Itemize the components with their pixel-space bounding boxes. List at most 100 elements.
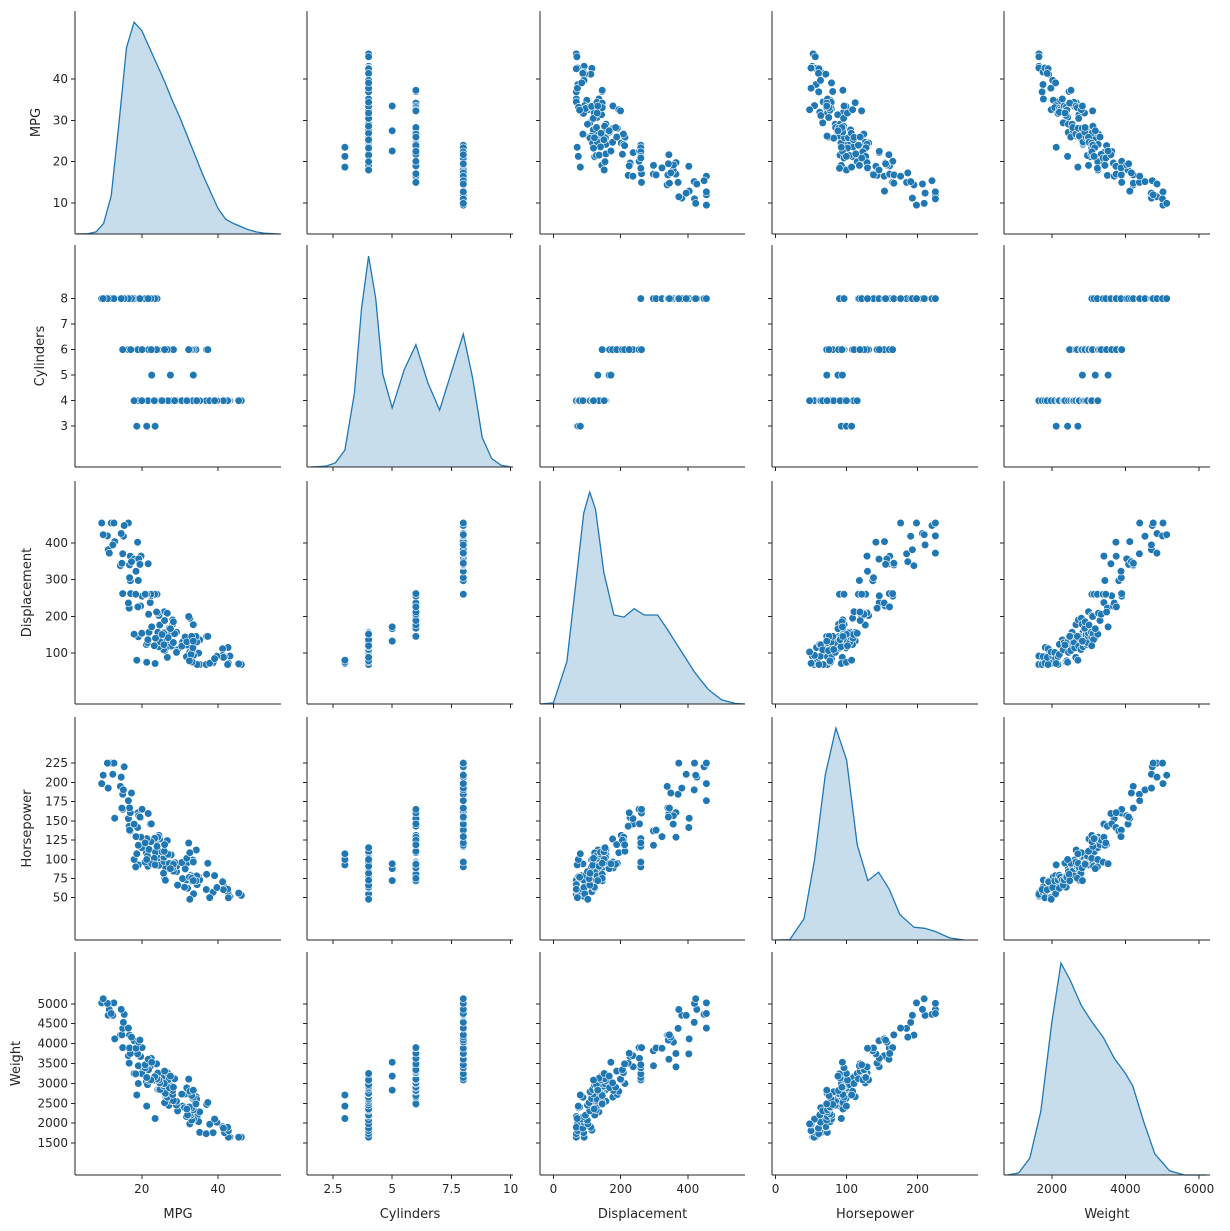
point-mpg-vs-cylinders-136 [388,146,397,156]
point-horsepower-vs-cylinders-134 [388,876,397,885]
point-horsepower-vs-weight-124 [1147,783,1156,793]
y-tick-label: 5 [60,368,68,382]
point-cylinders-vs-weight-97 [1117,345,1126,354]
point-horsepower-vs-displacement-132 [690,758,699,768]
x-tick-label: 10 [503,1182,518,1196]
point-horsepower-vs-cylinders-132 [459,758,468,768]
point-cylinders-vs-mpg-69 [130,396,139,405]
point-horsepower-vs-mpg-116 [110,814,119,823]
point-weight-vs-displacement-138 [574,1101,583,1111]
point-weight-vs-mpg-97 [118,1043,127,1052]
y-tick-label: 20 [53,155,68,169]
point-cylinders-vs-mpg-67 [150,396,159,405]
panel-cylinders-vs-weight [1000,245,1210,471]
point-weight-vs-mpg-133 [99,994,108,1003]
point-horsepower-vs-mpg-130 [117,772,126,782]
point-mpg-vs-horsepower-95 [888,157,897,166]
point-mpg-vs-weight-2 [1034,52,1043,61]
y-tick-label: 4000 [37,1037,68,1051]
point-horsepower-vs-displacement-113 [669,819,678,829]
point-mpg-vs-cylinders-64 [364,135,373,144]
point-mpg-vs-displacement-67 [589,144,598,153]
point-displacement-vs-mpg-135 [166,624,175,633]
point-mpg-vs-cylinders-137 [340,143,350,152]
point-weight-vs-displacement-131 [702,998,711,1008]
point-horsepower-vs-displacement-71 [598,859,607,868]
point-horsepower-vs-displacement-32 [575,873,584,882]
y-tick-label: 2000 [37,1116,68,1130]
point-displacement-vs-mpg-20 [210,654,219,663]
point-horsepower-vs-displacement-129 [702,758,711,768]
point-horsepower-vs-mpg-139 [132,849,141,858]
point-horsepower-vs-cylinders-69 [364,855,373,864]
panel-cylinders-vs-horsepower [768,245,978,471]
point-mpg-vs-horsepower-16 [816,76,825,85]
point-cylinders-vs-horsepower-51 [822,396,832,405]
y-tick-label: 5000 [37,997,68,1011]
point-cylinders-vs-horsepower-68 [853,396,862,405]
x-axis-label-mpg: MPG [163,1207,192,1222]
point-horsepower-vs-cylinders-131 [459,779,468,788]
point-mpg-vs-weight-104 [1100,161,1109,170]
point-cylinders-vs-weight-69 [1093,396,1102,405]
point-horsepower-vs-weight-138 [1063,855,1072,864]
point-mpg-vs-horsepower-138 [842,152,851,161]
point-cylinders-vs-mpg-83 [184,345,193,354]
point-mpg-vs-displacement-135 [605,126,614,135]
point-horsepower-vs-cylinders-49 [364,869,373,878]
point-weight-vs-mpg-137 [151,1114,160,1123]
point-horsepower-vs-displacement-118 [664,812,673,822]
point-cylinders-vs-horsepower-132 [931,294,940,303]
point-mpg-vs-horsepower-129 [931,187,940,196]
point-weight-vs-mpg-102 [131,1069,140,1078]
point-displacement-vs-horsepower-126 [931,548,940,558]
point-weight-vs-displacement-122 [702,1023,711,1033]
point-mpg-vs-cylinders-68 [364,157,373,166]
point-weight-vs-cylinders-136 [388,1058,397,1067]
point-weight-vs-mpg-138 [142,1101,151,1111]
point-cylinders-vs-horsepower-122 [896,294,905,303]
point-weight-vs-horsepower-139 [847,1090,856,1100]
point-displacement-vs-weight-108 [1111,538,1120,547]
point-mpg-vs-cylinders-43 [364,98,373,107]
point-displacement-vs-mpg-97 [118,589,127,598]
point-mpg-vs-weight-122 [1135,172,1144,181]
point-horsepower-vs-mpg-112 [131,832,141,841]
point-mpg-vs-weight-86 [1095,132,1105,142]
point-mpg-vs-cylinders-97 [411,178,421,187]
point-cylinders-vs-mpg-43 [192,396,201,405]
point-displacement-vs-horsepower-90 [855,607,865,617]
point-mpg-vs-cylinders-2 [364,52,373,61]
point-weight-vs-horsepower-106 [857,1060,866,1069]
point-mpg-vs-weight-26 [1058,94,1067,104]
point-horsepower-vs-weight-133 [1162,771,1171,780]
point-mpg-vs-weight-46 [1074,114,1083,123]
panel-mpg-vs-cylinders [303,11,513,238]
point-displacement-vs-horsepower-103 [862,551,872,561]
point-mpg-vs-displacement-137 [573,143,582,152]
point-mpg-vs-horsepower-104 [855,161,864,170]
panel-displacement-vs-cylinders [303,481,513,708]
point-displacement-vs-weight-107 [1106,559,1115,568]
point-horsepower-vs-mpg-106 [141,838,150,848]
point-mpg-vs-weight-130 [1152,179,1162,189]
point-displacement-vs-horsepower-19 [805,647,814,657]
point-weight-vs-horsepower-131 [912,998,921,1008]
point-weight-vs-horsepower-133 [920,994,929,1003]
point-displacement-vs-mpg-133 [99,530,108,539]
point-cylinders-vs-weight-133 [1162,294,1171,303]
point-displacement-vs-horsepower-81 [861,620,870,630]
point-mpg-vs-displacement-94 [625,161,634,170]
point-weight-vs-horsepower-72 [822,1099,831,1108]
y-axis-label-weight: Weight [9,1041,24,1086]
point-cylinders-vs-mpg-139 [132,422,141,431]
point-weight-vs-displacement-121 [673,1024,683,1033]
point-weight-vs-horsepower-122 [896,1023,905,1033]
panel-cylinders-vs-mpg: 3 4 5 6 7 8 [60,245,281,471]
point-weight-vs-displacement-94 [625,1049,634,1058]
point-displacement-vs-mpg-88 [144,610,153,619]
y-tick-label: 7 [60,317,68,331]
panel-horsepower-vs-mpg: 50 75 100 125 150 175 200 225 [45,717,281,944]
point-mpg-vs-horsepower-133 [920,199,929,208]
point-horsepower-vs-cylinders-120 [459,803,468,813]
